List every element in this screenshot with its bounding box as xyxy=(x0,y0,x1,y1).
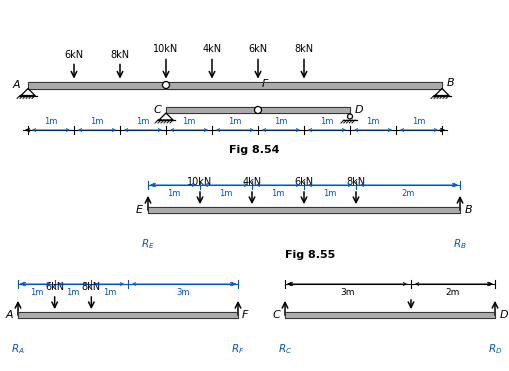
Text: 1m: 1m xyxy=(30,288,43,297)
Text: 3m: 3m xyxy=(176,288,190,297)
Text: 3m: 3m xyxy=(341,288,355,297)
Text: 1m: 1m xyxy=(103,288,117,297)
Text: 4kN: 4kN xyxy=(242,177,262,187)
Text: F: F xyxy=(262,79,268,89)
Text: 1m: 1m xyxy=(412,117,426,126)
Text: C: C xyxy=(272,310,280,320)
Text: 6kN: 6kN xyxy=(45,282,64,292)
Text: A: A xyxy=(12,80,20,90)
Text: 8kN: 8kN xyxy=(347,177,365,187)
Text: 4kN: 4kN xyxy=(203,45,221,55)
Text: 1m: 1m xyxy=(90,117,104,126)
Text: $R_C$: $R_C$ xyxy=(278,342,292,356)
Text: E: E xyxy=(136,205,143,215)
Text: Fig 8.54: Fig 8.54 xyxy=(229,145,279,155)
Text: $R_F$: $R_F$ xyxy=(231,342,245,356)
Text: 1m: 1m xyxy=(271,189,285,198)
Text: 6kN: 6kN xyxy=(294,177,314,187)
Text: 1m: 1m xyxy=(323,189,336,198)
Text: $R_B$: $R_B$ xyxy=(453,237,467,251)
Circle shape xyxy=(162,82,169,89)
Text: 6kN: 6kN xyxy=(65,49,83,59)
Text: 8kN: 8kN xyxy=(294,45,314,55)
Text: 1m: 1m xyxy=(366,117,380,126)
Text: A: A xyxy=(6,310,13,320)
Text: 10kN: 10kN xyxy=(187,177,213,187)
Text: 1m: 1m xyxy=(182,117,195,126)
Text: 6kN: 6kN xyxy=(248,45,268,55)
Text: 2m: 2m xyxy=(401,189,415,198)
Text: D: D xyxy=(355,105,363,115)
Text: $R_D$: $R_D$ xyxy=(488,342,502,356)
Text: 2m: 2m xyxy=(446,288,460,297)
Text: $R_A$: $R_A$ xyxy=(11,342,25,356)
Text: 10kN: 10kN xyxy=(153,45,179,55)
Text: 1m: 1m xyxy=(274,117,288,126)
Text: 1m: 1m xyxy=(136,117,150,126)
Text: 1m: 1m xyxy=(320,117,334,126)
Text: 1m: 1m xyxy=(44,117,58,126)
Text: 1m: 1m xyxy=(229,117,242,126)
Text: C: C xyxy=(153,105,161,115)
Text: B: B xyxy=(465,205,473,215)
Text: B: B xyxy=(447,78,455,88)
Text: 8kN: 8kN xyxy=(110,49,130,59)
Text: 1m: 1m xyxy=(219,189,233,198)
Text: 8kN: 8kN xyxy=(82,282,101,292)
Text: Fig 8.55: Fig 8.55 xyxy=(285,250,335,260)
Text: $R_E$: $R_E$ xyxy=(141,237,155,251)
Text: 1m: 1m xyxy=(66,288,80,297)
Circle shape xyxy=(254,106,262,114)
Text: F: F xyxy=(242,310,248,320)
Text: 1m: 1m xyxy=(167,189,181,198)
Text: D: D xyxy=(500,310,508,320)
